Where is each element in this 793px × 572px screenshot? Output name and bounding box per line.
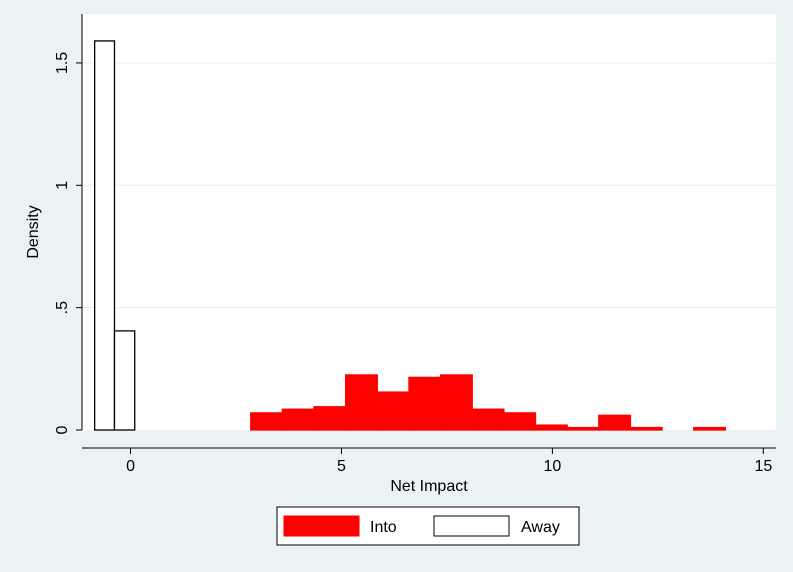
y-tick-label: .5 [54, 301, 71, 314]
bar-away [113, 330, 136, 431]
bar-into [629, 426, 663, 431]
bar-into [471, 408, 505, 431]
legend-label-away: Away [521, 519, 560, 536]
bar-into [439, 374, 473, 431]
bar-into [408, 376, 442, 431]
bar-into [281, 408, 315, 431]
x-tick-label: 10 [544, 458, 562, 475]
y-tick-label: 1 [54, 181, 71, 190]
bars-layer [94, 40, 727, 431]
legend-label-into: Into [370, 519, 397, 536]
bar-into [313, 406, 347, 431]
bar-into [693, 426, 727, 431]
grid-layer [82, 62, 776, 309]
x-tick-label: 5 [337, 458, 346, 475]
plot-region [82, 14, 776, 430]
legend-key-into [283, 515, 360, 537]
bar-away [94, 40, 116, 431]
y-tick-label: 1.5 [54, 52, 71, 74]
x-tick-label: 0 [126, 458, 135, 475]
legend: Into Away [276, 506, 580, 546]
ticks-layer: 0 .5 1 1.5 0 5 10 15 [54, 52, 772, 475]
bar-into [503, 412, 537, 431]
x-tick-label: 15 [754, 458, 772, 475]
legend-key-away [433, 515, 510, 537]
bar-into [345, 374, 378, 431]
bar-into [534, 424, 568, 431]
x-axis-title: Net Impact [390, 478, 468, 495]
bar-into [566, 426, 600, 431]
bar-into [250, 412, 284, 431]
bar-into [376, 391, 410, 431]
axes-layer [81, 14, 776, 449]
y-tick-label: 0 [54, 425, 71, 434]
y-axis-title: Density [25, 205, 42, 258]
bar-into [598, 414, 632, 431]
